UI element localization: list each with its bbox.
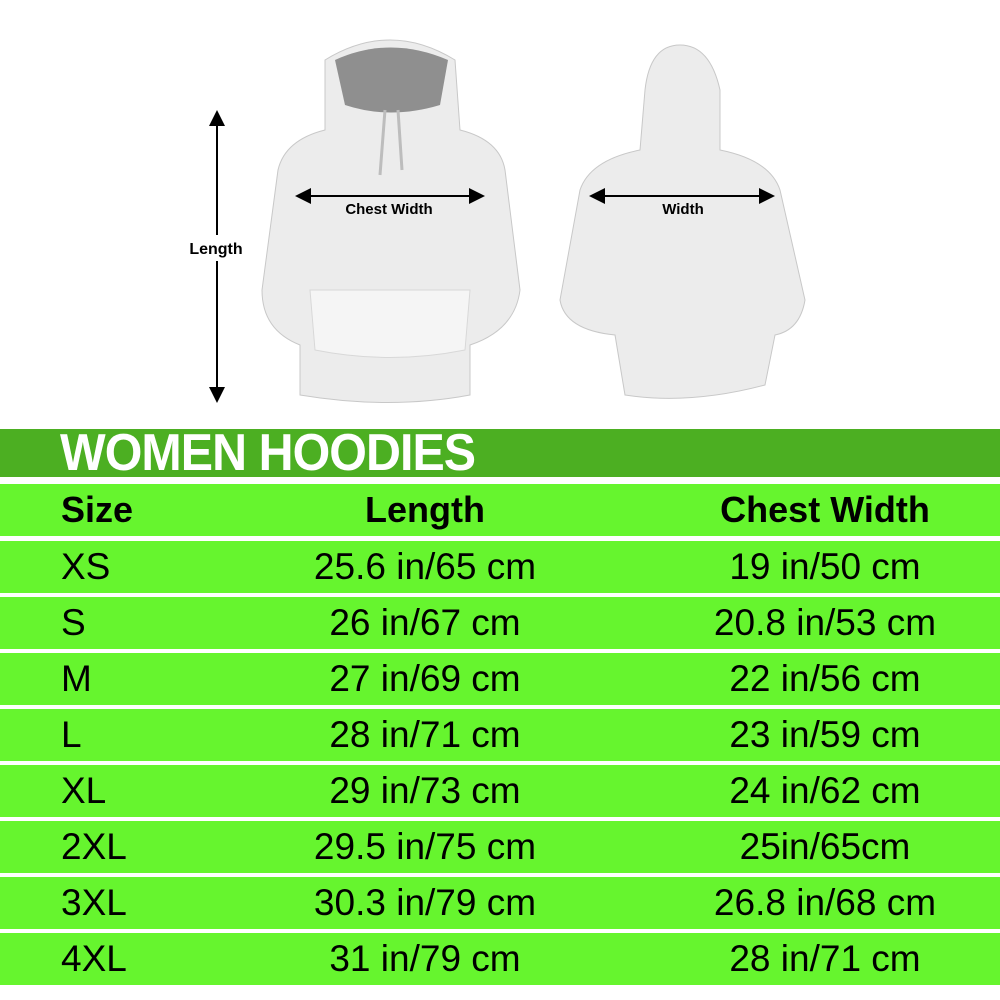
cell-size: L [61, 714, 82, 755]
table-row: M 27 in/69 cm 22 in/56 cm [0, 653, 1000, 705]
chart-title: WOMEN HOODIES [60, 424, 476, 482]
cell-size: S [61, 602, 86, 643]
cell-chest-width: 25in/65cm [739, 826, 911, 867]
header-size: Size [61, 489, 134, 530]
table-row: L 28 in/71 cm 23 in/59 cm [0, 709, 1000, 761]
header-length: Length [365, 489, 485, 530]
cell-size: M [61, 658, 92, 699]
cell-length: 28 in/71 cm [329, 714, 521, 755]
cell-length: 26 in/67 cm [329, 602, 521, 643]
cell-chest-width: 24 in/62 cm [729, 770, 921, 811]
cell-length: 25.6 in/65 cm [313, 546, 537, 587]
cell-chest-width: 20.8 in/53 cm [713, 602, 937, 643]
cell-length: 31 in/79 cm [329, 938, 521, 979]
table-row: S 26 in/67 cm 20.8 in/53 cm [0, 597, 1000, 649]
cell-chest-width: 28 in/71 cm [729, 938, 921, 979]
cell-chest-width: 23 in/59 cm [729, 714, 921, 755]
cell-length: 29 in/73 cm [329, 770, 521, 811]
cell-chest-width: 19 in/50 cm [729, 546, 921, 587]
table-row: 4XL 31 in/79 cm 28 in/71 cm [0, 933, 1000, 985]
cell-length: 29.5 in/75 cm [313, 826, 537, 867]
title-band: WOMEN HOODIES [0, 425, 1000, 481]
cell-size: XS [61, 546, 111, 587]
front-hoodie-image [261, 39, 521, 403]
table-row: 3XL 30.3 in/79 cm 26.8 in/68 cm [0, 877, 1000, 929]
cell-size: XL [61, 770, 107, 811]
table-row: XS 25.6 in/65 cm 19 in/50 cm [0, 541, 1000, 593]
cell-size: 2XL [61, 826, 127, 867]
back-hoodie-image [559, 44, 806, 399]
chest-width-label: Chest Width [345, 201, 432, 218]
table-row: XL 29 in/73 cm 24 in/62 cm [0, 765, 1000, 817]
table-header-row: Size Length Chest Width [0, 484, 1000, 536]
table-row: 2XL 29.5 in/75 cm 25in/65cm [0, 821, 1000, 873]
hoodie-illustration: Length Chest Width Width [175, 39, 806, 403]
header-chest-width: Chest Width [720, 489, 930, 530]
cell-size: 4XL [61, 938, 127, 979]
cell-chest-width: 26.8 in/68 cm [713, 882, 937, 923]
cell-length: 27 in/69 cm [329, 658, 521, 699]
length-label: Length [189, 241, 242, 258]
cell-length: 30.3 in/79 cm [313, 882, 537, 923]
cell-size: 3XL [61, 882, 127, 923]
cell-chest-width: 22 in/56 cm [729, 658, 921, 699]
width-label: Width [662, 201, 704, 218]
